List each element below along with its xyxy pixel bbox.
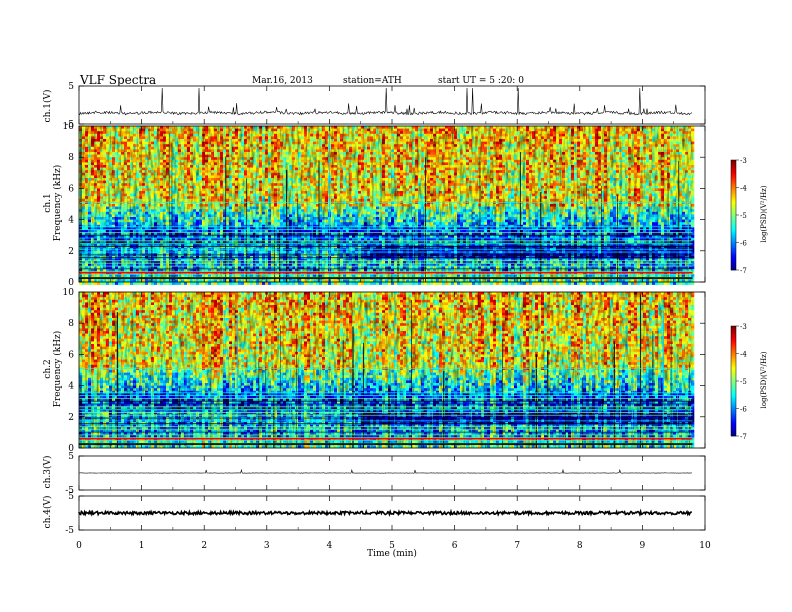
- ch1-waveform-background: [79, 86, 705, 124]
- ch1-spectrogram-cell: [259, 282, 263, 285]
- ch1-spectrogram-cell: [151, 282, 155, 285]
- ch1-spectrogram-cell: [175, 282, 179, 285]
- ch1-spectrogram-cell: [250, 282, 254, 285]
- ch1-spectrogram-cell: [289, 282, 293, 285]
- ch1-spectrogram-cell: [88, 282, 92, 285]
- ch1-waveform-ytick-label: -5: [65, 120, 74, 130]
- ch1-spectrogram-cell: [79, 282, 83, 285]
- ch1-spectrogram-cell: [154, 282, 158, 285]
- ch1-spectrogram-cell: [313, 282, 317, 285]
- ch1-spectrogram-cell: [184, 282, 188, 285]
- ch1-spectrogram-cell: [280, 282, 284, 285]
- ch1-waveform-ytick-label: 5: [68, 82, 74, 92]
- ch1-spectrogram-cell: [208, 282, 212, 285]
- ch1-spectrogram-cell: [121, 282, 125, 285]
- ch1-spectrogram-cell: [310, 282, 314, 285]
- ch1-spectrogram-cell: [166, 282, 170, 285]
- ch1-spectrogram-cell: [226, 282, 230, 285]
- ch1-spectrogram-cell: [220, 282, 224, 285]
- ch1-spectrogram-cell: [193, 282, 197, 285]
- recording-date: Mar.16, 2013: [252, 76, 313, 86]
- ch1-spectrogram-cell: [292, 282, 296, 285]
- ch1-spectrogram-cell: [277, 282, 281, 285]
- ch1-spectrogram-cell: [283, 282, 287, 285]
- ch1-spectrogram-cell: [127, 282, 131, 285]
- ch1-spectrogram-cell: [139, 282, 143, 285]
- ch1-spectrogram-cell: [196, 282, 200, 285]
- ch1-spectrogram-cell: [199, 282, 203, 285]
- ch1-spectrogram-cell: [172, 282, 176, 285]
- ch1-spectrogram-cell: [148, 282, 152, 285]
- ch1-spectrogram-cell: [262, 282, 266, 285]
- ch1-spectrogram-cell: [136, 282, 140, 285]
- ch1-spectrogram-cell: [271, 282, 275, 285]
- ch1-spectrogram-cell: [268, 282, 272, 285]
- ch1-spectrogram-cell: [109, 282, 113, 285]
- ch1-spectrogram-cell: [91, 282, 95, 285]
- ch1-spectrogram-cell: [118, 282, 122, 285]
- ch1-spectrogram-cell: [253, 282, 257, 285]
- ch1-spectrogram-cell: [265, 282, 269, 285]
- ch1-spectrogram-cell: [145, 282, 149, 285]
- ch1-spectrogram-cell: [316, 282, 320, 285]
- ch1-spectrogram-cell: [103, 282, 107, 285]
- ch1-spectrogram-cell: [178, 282, 182, 285]
- ch1-spectrogram-cell: [115, 282, 119, 285]
- ch1-spectrogram-cell: [286, 282, 290, 285]
- ch1-spectrogram-cell: [85, 282, 89, 285]
- ch1-spectrogram-cell: [181, 282, 185, 285]
- ch1-spectrogram-cell: [130, 282, 134, 285]
- ch1-spectrogram-cell: [304, 282, 308, 285]
- ch1-spectrogram-cell: [295, 282, 299, 285]
- ch1-waveform-panel: ch.1(V) 5 -5: [42, 82, 706, 130]
- ch1-spectrogram-cell: [124, 282, 128, 285]
- station-label: station=ATH: [343, 76, 402, 86]
- ch1-spectrogram-cell: [112, 282, 116, 285]
- figure-title: VLF Spectra: [79, 73, 156, 87]
- ch1-spectrogram-cell: [202, 282, 206, 285]
- ch1-spectrogram-cell: [247, 282, 251, 285]
- ch1-spectrogram-cell: [82, 282, 86, 285]
- ch1-spectrogram-cell: [205, 282, 209, 285]
- ch1-spectrogram-cell: [274, 282, 278, 285]
- ch1-spectrogram-cell: [241, 282, 245, 285]
- ch1-spectrogram-cell: [244, 282, 248, 285]
- ch1-spectrogram-cell: [100, 282, 104, 285]
- ch1-spectrogram-cell: [256, 282, 260, 285]
- ch1-spectrogram-cell: [106, 282, 110, 285]
- ch1-spectrogram-cell: [307, 282, 311, 285]
- start-time-label: start UT = 5 :20: 0: [438, 76, 524, 86]
- ch1-spectrogram-cell: [298, 282, 302, 285]
- ch1-spectrogram-cell: [169, 282, 173, 285]
- ch1-spectrogram-cell: [133, 282, 137, 285]
- ch1-ylabel: ch.1(V): [42, 90, 53, 123]
- ch1-spectrogram-cell: [229, 282, 233, 285]
- ch1-waveform-trace: [78, 87, 693, 116]
- ch1-spectrogram-cell: [301, 282, 305, 285]
- ch1-spectrogram-cell: [157, 282, 161, 285]
- ch1-spectrogram-cell: [163, 282, 167, 285]
- ch1-spectrogram-cell: [319, 282, 323, 285]
- ch1-spectrogram-cell: [142, 282, 146, 285]
- ch1-spectrogram-cell: [97, 282, 101, 285]
- ch1-spectrogram-cell: [190, 282, 194, 285]
- ch1-spectrogram-cell: [223, 282, 227, 285]
- ch1-spectrogram-cell: [214, 282, 218, 285]
- ch1-channel-label: ch.1: [43, 193, 53, 212]
- ch1-spectrogram-cell: [232, 282, 236, 285]
- ch1-spectrogram-cell: [94, 282, 98, 285]
- ch1-spectrogram-cell: [238, 282, 242, 285]
- ch1-spectrogram-cell: [211, 282, 215, 285]
- ch1-spectrogram-cell: [160, 282, 164, 285]
- ch1-spectrogram-cell: [187, 282, 191, 285]
- ch1-frequency-label: Frequency (kHz): [52, 165, 63, 242]
- ch1-spectrogram-cell: [217, 282, 221, 285]
- ch1-spectrogram-cell: [235, 282, 239, 285]
